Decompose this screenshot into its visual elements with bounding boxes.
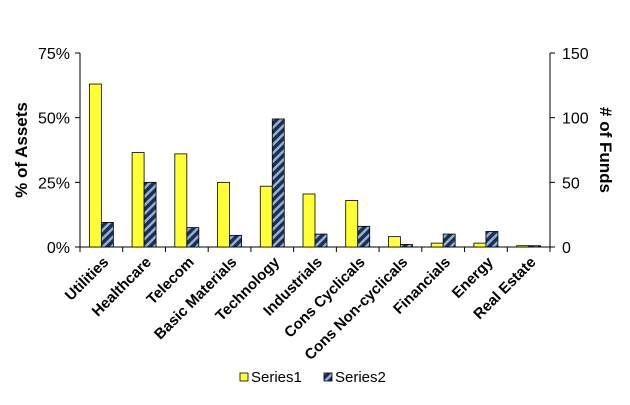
bar-series2 (229, 234, 242, 248)
bar-series1 (88, 83, 102, 248)
right-tick-label: 100 (562, 111, 589, 128)
legend-label-series1: Series1 (251, 369, 302, 386)
bar-series2 (357, 225, 371, 248)
bar-series2 (442, 233, 456, 248)
legend-swatch-series2 (323, 372, 333, 382)
bar-series2 (186, 227, 200, 248)
bar-series1 (174, 153, 188, 248)
bar-series1 (259, 185, 273, 248)
bar-series1 (388, 236, 401, 248)
legend-label-series2: Series2 (335, 369, 386, 386)
bar-series1 (516, 245, 530, 248)
left-tick-label: 0% (47, 240, 70, 257)
bar-series1 (302, 193, 316, 248)
bar-series1 (430, 242, 444, 248)
bar-series2 (271, 118, 285, 248)
bar-series2 (314, 233, 328, 248)
bar-series2 (528, 245, 542, 248)
right-tick-label: 50 (562, 175, 580, 192)
right-tick-label: 0 (562, 240, 571, 257)
bar-series1 (473, 242, 487, 248)
bar-series1 (217, 181, 230, 248)
bar-series2 (485, 231, 499, 248)
legend-swatch-series1 (239, 372, 249, 382)
bar-series2 (143, 181, 157, 248)
y-axis-title: % of Assets (12, 102, 31, 198)
bar-series1 (345, 200, 359, 248)
left-tick-label: 50% (38, 111, 70, 128)
left-tick-label: 25% (38, 175, 70, 192)
y2-axis-title: # of Funds (596, 107, 615, 193)
left-tick-label: 75% (38, 46, 70, 63)
bar-series1 (131, 152, 145, 248)
right-tick-label: 150 (562, 46, 589, 63)
bar-series2 (100, 222, 114, 248)
bar-series2 (400, 244, 413, 248)
